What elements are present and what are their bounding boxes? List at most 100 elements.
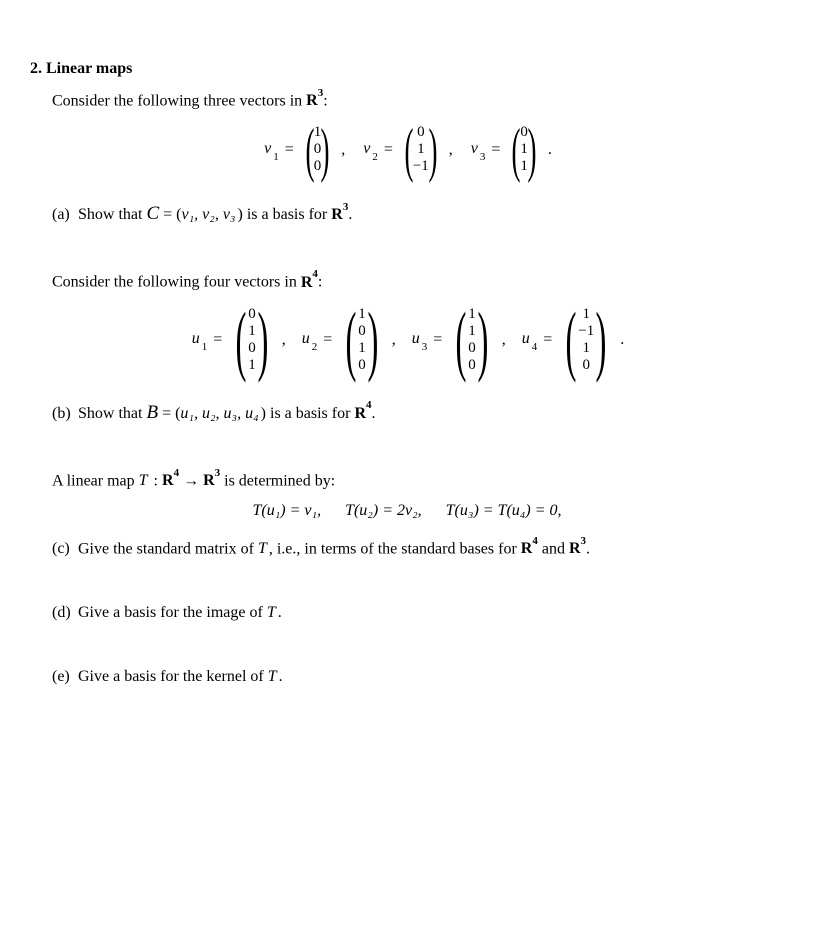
intro-r4-suffix: : [318,274,322,291]
u3-e2: 0 [468,340,476,357]
part-c-R3: R3 [569,540,586,557]
part-b-pre: Show that [78,405,146,422]
part-a-post: ) is a basis for [238,206,332,223]
linmap-R3-R: R [203,472,215,489]
part-e-text: Give a basis for the kernel of [78,668,268,685]
comma2: , [449,141,453,159]
part-b-letter: (b) [52,405,78,423]
u4-e2: 1 [583,340,591,357]
part-b-R: R [354,405,366,422]
part-c-and: and [538,540,569,557]
comma1: , [341,141,345,159]
part-c-end: . [586,540,590,557]
u3-e1: 1 [468,323,476,340]
eq-sign-u3: = [433,331,442,349]
r4-symbol: R4 [301,274,318,291]
intro-r3: Consider the following three vectors in … [52,90,786,110]
intro-r3-text: Consider the following three vectors in [52,92,306,109]
part-a-elems: v₁, v₂, v₃ [182,206,238,223]
part-a-space: R3 [331,206,348,223]
R-letter: R [306,92,318,109]
u1-sub: 1 [202,341,208,353]
part-c-R3-sup: 3 [581,535,587,547]
u1-e3: 1 [248,357,256,374]
u1-e2: 0 [248,340,256,357]
part-a: (a)Show that C = (v₁, v₂, v₃) is a basis… [52,203,786,225]
part-c-pre: Give the standard matrix of [78,540,258,557]
eq-sign2: = [384,141,393,159]
v2-e0: 0 [417,124,425,141]
u2-e2: 1 [358,340,366,357]
u4-e0: 1 [583,306,591,323]
v2-e2: −1 [413,158,429,175]
v1-sub: 1 [273,151,279,163]
eq-sign-u1: = [213,331,222,349]
u3-e3: 0 [468,357,476,374]
u2-matrix: ( 1 0 1 0 ) [338,306,385,374]
part-e: (e)Give a basis for the kernel of T. [52,668,786,686]
u1-matrix: ( 0 1 0 1 ) [228,306,275,374]
part-a-end: . [348,206,352,223]
part-a-R: R [331,206,343,223]
part-b-post: ) is a basis for [261,405,355,422]
v2-e1: 1 [417,141,425,158]
vectors-r4-eq: u1 = ( 0 1 0 1 ) , u2 = ( 1 0 1 0 ) , [192,306,624,374]
u3-e0: 1 [468,306,476,323]
intro-r4: Consider the following four vectors in R… [52,271,786,291]
part-b: (b)Show that B = (u₁, u₂, u₃, u₄) is a b… [52,402,786,424]
u3-sub: 3 [422,341,428,353]
part-c-letter: (c) [52,540,78,558]
part-a-pre: Show that [78,206,146,223]
part-c: (c)Give the standard matrix of T, i.e., … [52,538,786,558]
part-b-mid: = ( [158,405,180,422]
intro-r3-suffix: : [323,92,327,109]
part-a-letter: (a) [52,206,78,224]
vectors-r3-eq: v1 = ( 1 0 0 ) , v2 = ( 0 1 −1 ) , v3 = [264,124,552,175]
u2-e0: 1 [358,306,366,323]
part-c-T: T [258,540,269,557]
part-a-mid: = ( [159,206,181,223]
part-c-R3-R: R [569,540,581,557]
vectors-r4-block: u1 = ( 0 1 0 1 ) , u2 = ( 1 0 1 0 ) , [30,306,786,374]
R-letter4: R [301,274,313,291]
u1-e1: 1 [248,323,256,340]
u4-e1: −1 [578,323,594,340]
v3-matrix: ( 0 1 1 ) [506,124,541,175]
part-d-T: T [267,604,278,621]
part-b-space: R4 [354,405,371,422]
part-e-end: . [279,668,283,685]
r4-sup: 4 [312,268,318,280]
eq-sign: = [285,141,294,159]
u2-label: u [302,330,312,347]
u4-e3: 0 [583,357,591,374]
comma-u2: , [392,331,396,349]
r3-sup: 3 [318,87,324,99]
part-b-elems: u₁, u₂, u₃, u₄ [180,405,260,422]
v3-sub: 3 [480,151,486,163]
u2-e1: 0 [358,323,366,340]
linmap-R4-R: R [162,472,174,489]
u2-sub: 2 [312,341,318,353]
T-def-1: T(u₁) = v₁, [253,502,324,519]
linmap-R4-sup: 4 [174,467,180,479]
part-d: (d)Give a basis for the image of T. [52,604,786,622]
period-u: . [620,331,624,349]
u1-e0: 0 [248,306,256,323]
intro-r4-text: Consider the following four vectors in [52,274,301,291]
part-a-sup: 3 [343,201,349,213]
linmap-colon: : [150,472,162,489]
part-c-R4-R: R [521,540,533,557]
comma-u1: , [282,331,286,349]
u4-sub: 4 [532,341,538,353]
part-e-T: T [268,668,279,685]
linmap-R3-sup: 3 [215,467,221,479]
linmap-pre: A linear map [52,472,139,489]
period1: . [548,141,552,159]
v2-label: v [363,140,372,157]
part-d-text: Give a basis for the image of [78,604,267,621]
T-def-3: T(u₃) = T(u₄) = 0, [446,502,564,519]
T-definitions: T(u₁) = v₁, T(u₂) = 2v₂, T(u₃) = T(u₄) =… [30,502,786,520]
u1-label: u [192,330,202,347]
part-c-mid: , i.e., in terms of the standard bases f… [269,540,521,557]
part-c-R4: R4 [521,540,538,557]
